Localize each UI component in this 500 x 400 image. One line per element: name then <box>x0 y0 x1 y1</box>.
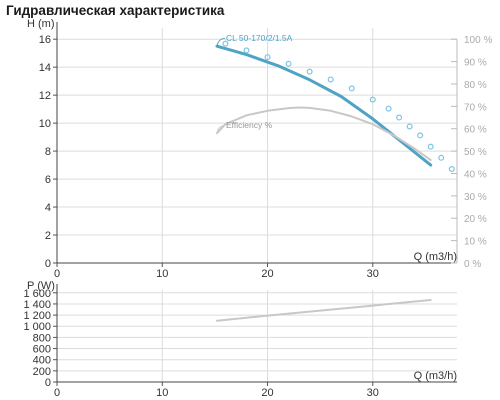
series-label: CL 50-170/2/1.5A <box>226 33 293 43</box>
dotted-curve-point <box>285 60 292 67</box>
y-tick-label: 200 <box>33 366 51 378</box>
dotted-curve-point <box>385 105 392 112</box>
dotted-curve-point <box>243 47 250 54</box>
y-tick-label: 4 <box>45 202 51 214</box>
series-label-leader <box>216 37 226 47</box>
y-axis-title: P (W) <box>27 280 55 292</box>
dotted-curve-point <box>327 76 334 83</box>
x-axis-title: Q (m3/h) <box>414 370 457 382</box>
y2-tick-label: 80 % <box>464 80 487 91</box>
y-tick-label: 1 600 <box>23 288 51 300</box>
x-tick-label: 10 <box>156 268 168 280</box>
x-tick-label: 20 <box>261 268 273 280</box>
dotted-curve-point <box>448 166 455 173</box>
y-axis-title: H (m) <box>27 18 55 30</box>
y2-tick-label: 10 % <box>464 237 487 248</box>
y2-tick-label: 0 % <box>464 259 481 270</box>
efficiency-curve <box>216 106 432 161</box>
y-tick-label: 400 <box>33 355 51 367</box>
head-curve <box>215 44 433 167</box>
dotted-curve-point <box>406 123 413 130</box>
dotted-curve-point <box>369 96 376 103</box>
y-tick-label: 0 <box>45 377 51 389</box>
dotted-curve-point <box>306 68 313 75</box>
page-title: Гидравлическая характеристика <box>6 3 225 18</box>
y-tick-label: 14 <box>39 62 51 74</box>
x-tick-label: 20 <box>261 387 273 399</box>
series-label-leader <box>216 124 226 134</box>
y2-tick-label: 20 % <box>464 214 487 225</box>
y2-tick-label: 90 % <box>464 58 487 69</box>
y2-tick-label: 30 % <box>464 192 487 203</box>
dotted-curve-point <box>396 114 403 121</box>
dotted-curve-point <box>417 132 424 139</box>
x-tick-label: 0 <box>54 387 60 399</box>
y-tick-label: 600 <box>33 344 51 356</box>
y-tick-label: 2 <box>45 230 51 242</box>
x-axis-title: Q (m3/h) <box>414 251 457 263</box>
y-tick-label: 12 <box>39 90 51 102</box>
y-tick-label: 6 <box>45 174 51 186</box>
y2-tick-label: 100 % <box>464 35 492 46</box>
dotted-curve-point <box>264 54 271 61</box>
x-tick-label: 30 <box>367 268 379 280</box>
y2-tick-label: 70 % <box>464 102 487 113</box>
y-tick-label: 0 <box>45 258 51 270</box>
power-curve <box>216 299 432 322</box>
series-label: Efficiency % <box>226 120 273 130</box>
y-tick-label: 10 <box>39 118 51 130</box>
y-tick-label: 1 200 <box>23 310 51 322</box>
y-tick-label: 800 <box>33 332 51 344</box>
y-tick-label: 1 400 <box>23 299 51 311</box>
x-tick-label: 10 <box>156 387 168 399</box>
y2-tick-label: 40 % <box>464 169 487 180</box>
dotted-curve-point <box>438 154 445 161</box>
y-tick-label: 8 <box>45 146 51 158</box>
y2-tick-label: 50 % <box>464 147 487 158</box>
y-tick-label: 16 <box>39 34 51 46</box>
x-tick-label: 0 <box>54 268 60 280</box>
dotted-curve-point <box>348 85 355 92</box>
y-tick-label: 1 000 <box>23 321 51 333</box>
dotted-curve-point <box>427 143 434 150</box>
dotted-curve-point <box>222 40 229 47</box>
x-tick-label: 30 <box>367 387 379 399</box>
y2-tick-label: 60 % <box>464 125 487 136</box>
